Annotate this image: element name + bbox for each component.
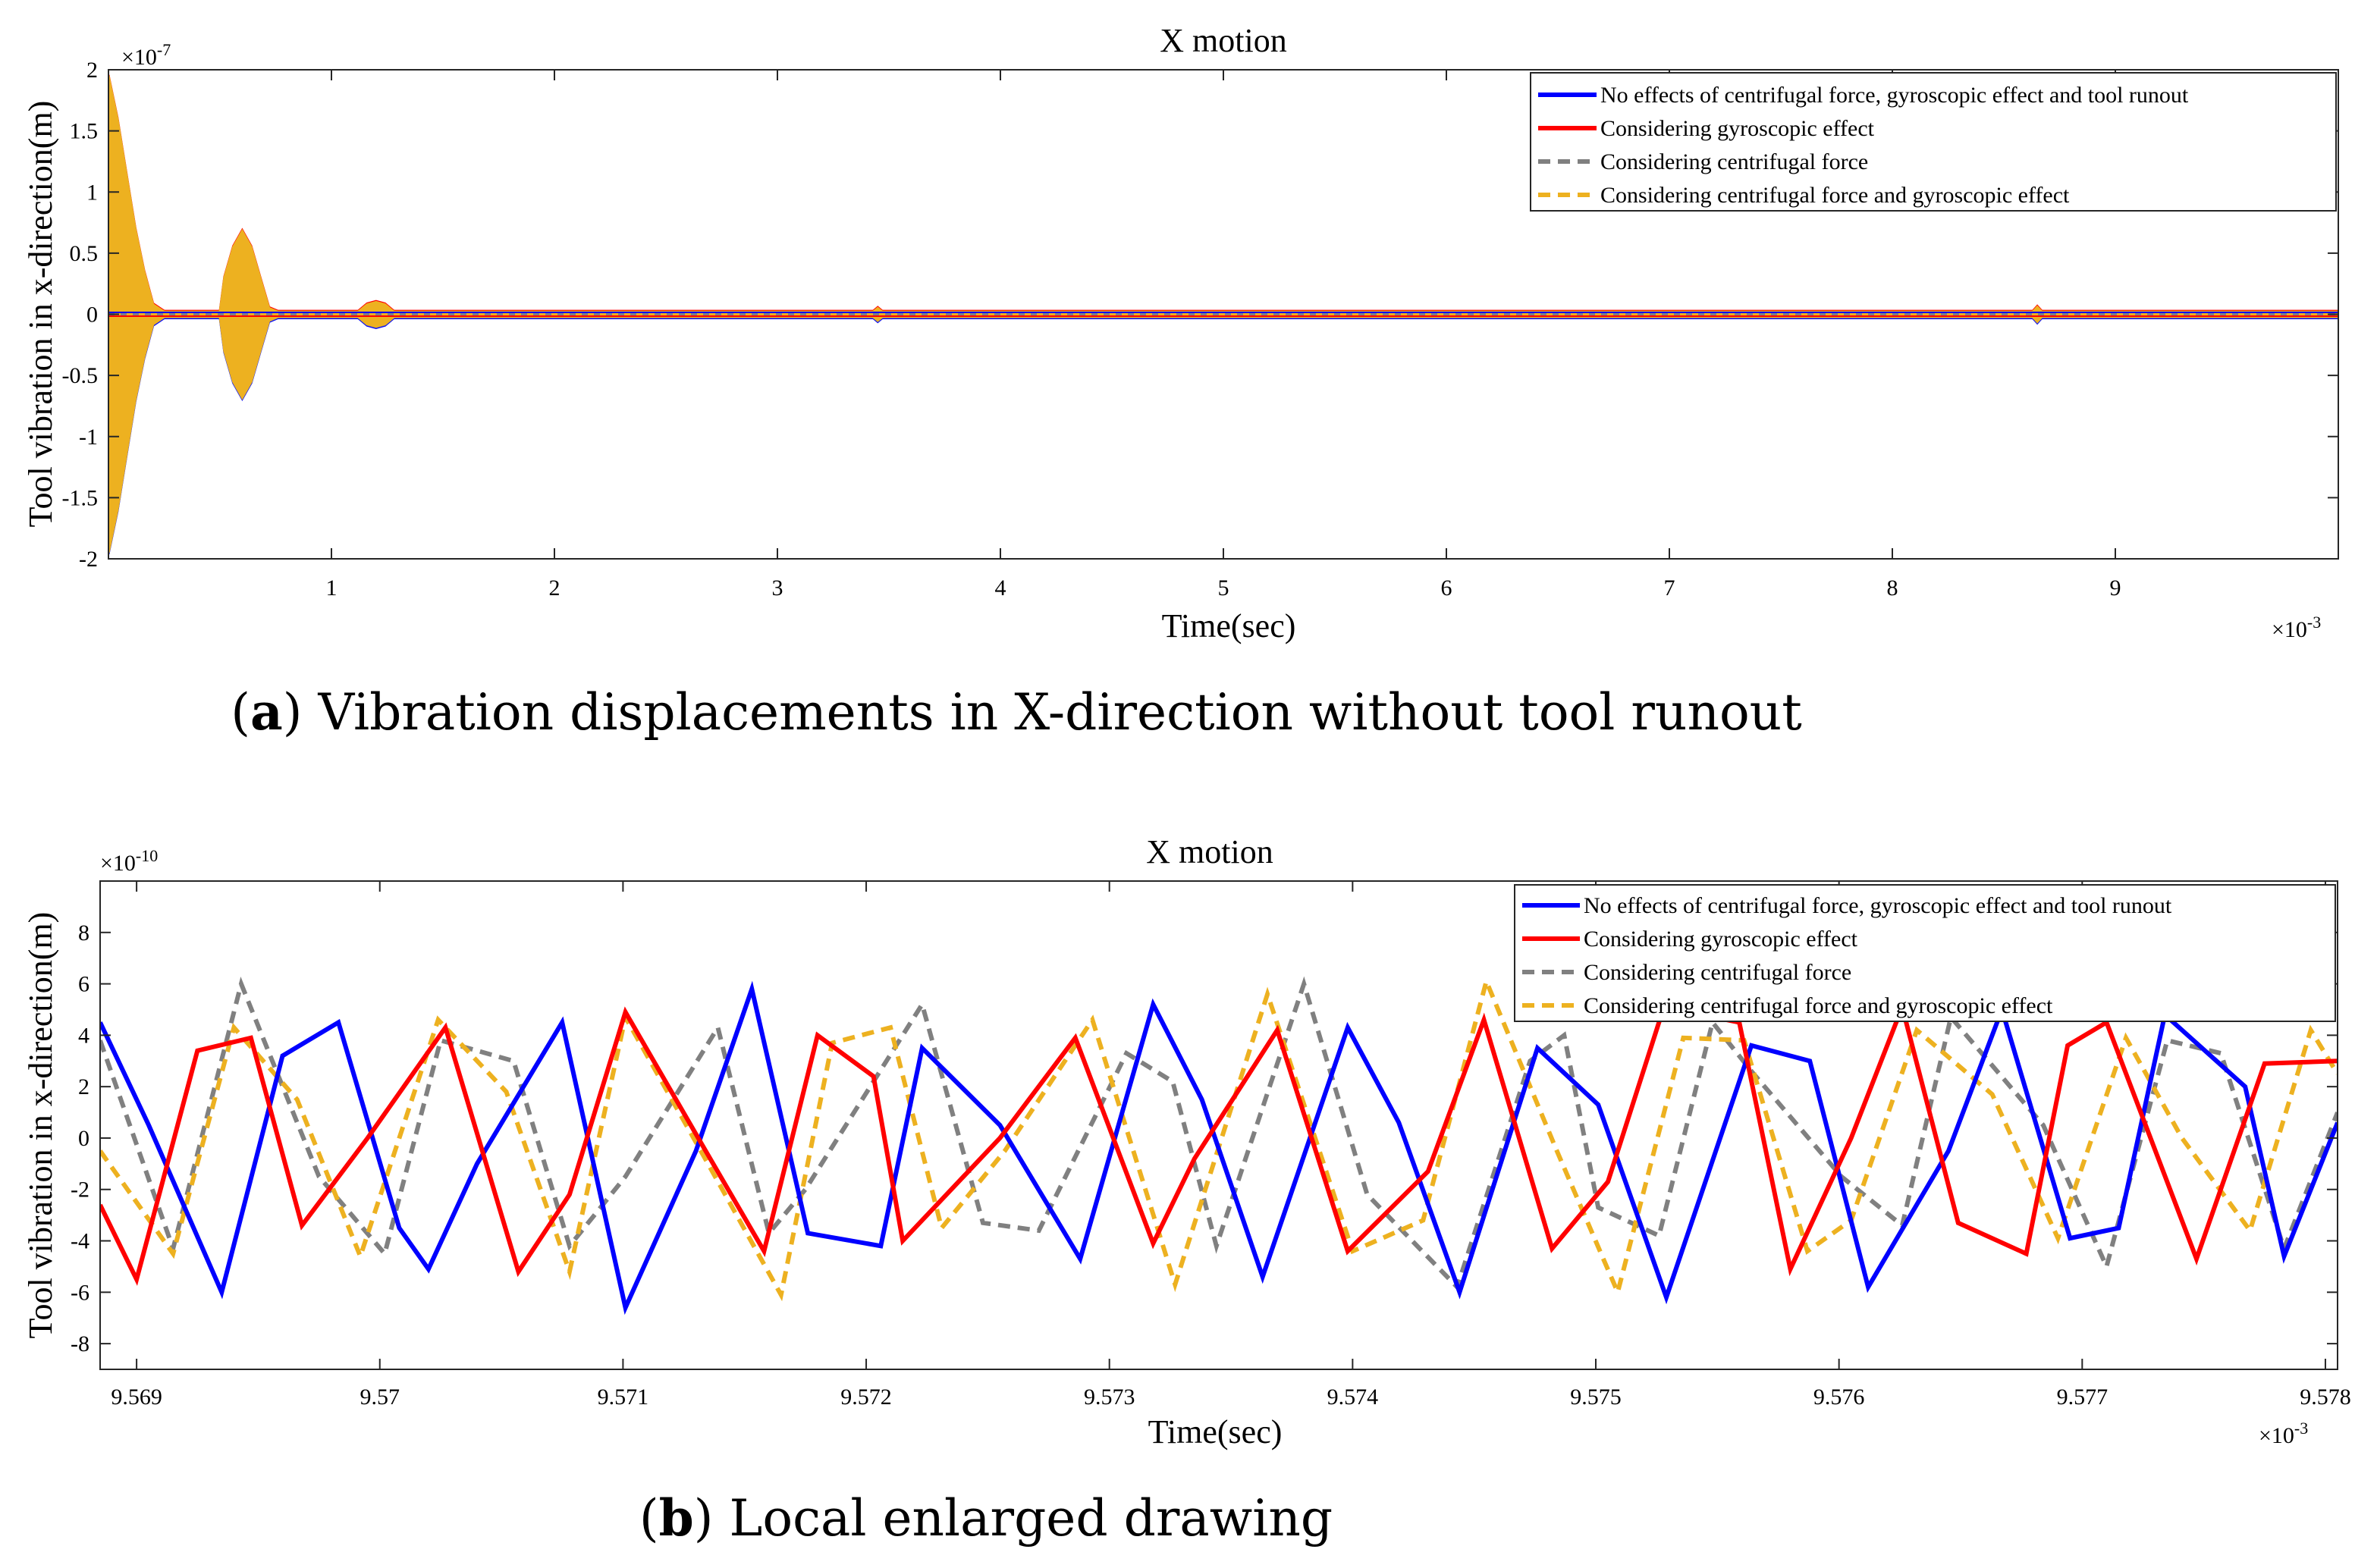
chart-a-x-axis-label: Time(sec) xyxy=(1162,607,1296,644)
chart-b-x-tick-label: 9.577 xyxy=(2057,1385,2109,1410)
legend-a-label-4: Considering centrifugal force and gyrosc… xyxy=(1600,183,2070,208)
chart-b-x-tick-label: 9.574 xyxy=(1327,1385,1379,1410)
chart-a-y-tick-label: -1.5 xyxy=(62,485,99,510)
chart-a-y-tick-label: -2 xyxy=(79,547,98,572)
chart-b-title: X motion xyxy=(1146,833,1273,870)
chart-a-x-tick-label: 9 xyxy=(2110,575,2121,601)
chart-a-y-tick-label: 0 xyxy=(86,303,98,328)
legend-b-label-1: No effects of centrifugal force, gyrosco… xyxy=(1584,893,2172,918)
chart-b-x-tick-label: 9.572 xyxy=(840,1385,892,1410)
legend-b-label-2: Considering gyroscopic effect xyxy=(1584,927,1858,952)
legend-b-label-3: Considering centrifugal force xyxy=(1584,960,1851,985)
chart-a-y-axis-label: Tool vibration in x-direction(m) xyxy=(22,101,59,528)
chart-b-x-tick-labels: 9.569 9.57 9.571 9.572 9.573 9.574 9.575 9.576 9… xyxy=(111,1385,2350,1410)
chart-a-x-tick-label: 6 xyxy=(1441,575,1452,601)
chart-b-x-tick-label: 9.571 xyxy=(598,1385,649,1410)
chart-a-y-exponent: ×10-7 xyxy=(121,40,171,70)
chart-b-y-tick-label: -8 xyxy=(71,1331,89,1356)
chart-b-y-tick-label: 0 xyxy=(78,1126,89,1151)
legend-a-label-2: Considering gyroscopic effect xyxy=(1600,116,1875,141)
chart-a-y-tick-labels: -2 -1.5 -1 -0.5 0 0.5 1 1.5 2 xyxy=(62,58,99,572)
chart-a-plot-area xyxy=(108,74,2338,555)
chart-b-y-tick-label: 4 xyxy=(78,1023,89,1048)
legend-b-label-4: Considering centrifugal force and gyrosc… xyxy=(1584,993,2053,1018)
legend-a-label-1: No effects of centrifugal force, gyrosco… xyxy=(1600,83,2189,108)
chart-a-ticks xyxy=(108,69,2338,560)
chart-a-y-tick-label: 2 xyxy=(86,58,98,83)
chart-a-x-tick-label: 4 xyxy=(995,575,1006,601)
chart-b-x-tick-label: 9.575 xyxy=(1570,1385,1622,1410)
chart-a-x-exponent: ×10-3 xyxy=(2272,613,2321,642)
chart-a: X motion -2 -1.5 -1 -0.5 0 0.5 1 1.5 2 1 2 3 4 5 6 7 8 9… xyxy=(22,22,2339,644)
chart-b-legend: No effects of centrifugal force, gyrosco… xyxy=(1514,884,2336,1022)
chart-b-series-4-line xyxy=(100,974,2338,1302)
chart-b-legend-box xyxy=(1514,884,2336,1022)
chart-b-y-tick-label: 2 xyxy=(78,1074,89,1099)
chart-b-y-tick-label: -6 xyxy=(71,1280,89,1305)
chart-b-y-tick-label: -2 xyxy=(71,1178,89,1203)
chart-b-y-tick-labels: -8 -6 -4 -2 0 2 4 6 8 xyxy=(71,920,89,1356)
caption-b: (b) Local enlarged drawing xyxy=(639,1488,1333,1548)
chart-a-x-tick-label: 8 xyxy=(1887,575,1898,601)
chart-b-x-axis-label: Time(sec) xyxy=(1148,1413,1283,1450)
chart-a-y-tick-label: 1.5 xyxy=(70,119,99,144)
chart-a-y-tick-label: -0.5 xyxy=(62,363,99,388)
caption-a: (a) Vibration displacements in X-directi… xyxy=(231,682,1801,742)
chart-b-x-tick-label: 9.569 xyxy=(111,1385,162,1410)
chart-a-x-tick-label: 7 xyxy=(1664,575,1675,601)
chart-a-y-tick-label: -1 xyxy=(79,425,98,450)
chart-b-y-tick-label: 8 xyxy=(78,920,89,946)
chart-a-x-tick-label: 3 xyxy=(772,575,783,601)
chart-b-y-exponent: ×10-10 xyxy=(100,846,158,876)
chart-b-y-tick-label: 6 xyxy=(78,972,89,997)
chart-b-x-tick-label: 9.57 xyxy=(360,1385,400,1410)
chart-b-x-exponent: ×10-3 xyxy=(2259,1419,2308,1448)
chart-a-x-tick-label: 2 xyxy=(549,575,560,601)
chart-b-plot-area xyxy=(100,974,2338,1316)
legend-a-label-3: Considering centrifugal force xyxy=(1600,149,1868,174)
chart-b-x-tick-label: 9.576 xyxy=(1813,1385,1865,1410)
chart-b-x-tick-label: 9.578 xyxy=(2300,1385,2351,1410)
chart-b-y-axis-label: Tool vibration in x-direction(m) xyxy=(22,912,59,1339)
chart-a-x-tick-label: 1 xyxy=(326,575,338,601)
chart-a-legend-box xyxy=(1530,72,2337,212)
chart-a-legend: No effects of centrifugal force, gyrosco… xyxy=(1530,72,2337,212)
chart-a-y-tick-label: 0.5 xyxy=(70,241,99,266)
chart-a-x-tick-label: 5 xyxy=(1218,575,1229,601)
chart-b-series-3-line xyxy=(100,976,2338,1292)
chart-b-x-tick-label: 9.573 xyxy=(1084,1385,1135,1410)
chart-b-series-1-line xyxy=(100,980,2338,1316)
chart-b-series-2-line xyxy=(100,999,2338,1286)
chart-b-y-tick-label: -4 xyxy=(71,1229,89,1254)
chart-a-x-tick-labels: 1 2 3 4 5 6 7 8 9 xyxy=(326,575,2121,601)
chart-b-axes-box xyxy=(99,880,2338,1370)
chart-a-title: X motion xyxy=(1160,22,1286,59)
chart-a-y-tick-label: 1 xyxy=(86,180,98,205)
